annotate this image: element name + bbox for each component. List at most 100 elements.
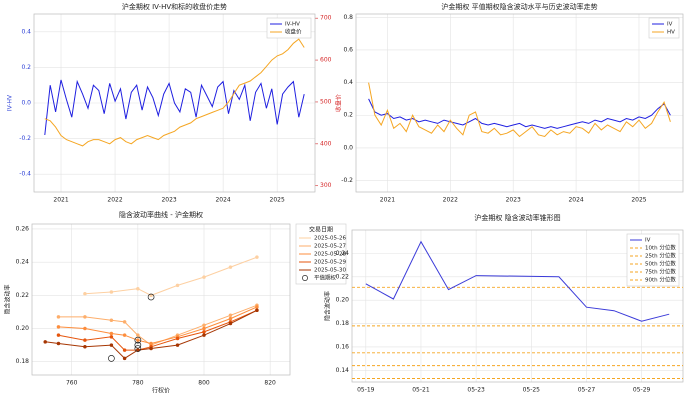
series-line bbox=[368, 98, 671, 129]
point-marker bbox=[149, 341, 153, 346]
point-marker bbox=[202, 330, 206, 334]
point-marker bbox=[122, 333, 127, 337]
y-tick-label: 0.20 bbox=[16, 325, 30, 332]
y-tick-label: 0.4 bbox=[343, 79, 353, 86]
legend-label: 收盘价 bbox=[285, 28, 302, 36]
point-marker bbox=[202, 323, 206, 327]
x-tick-label: 05-23 bbox=[467, 387, 485, 394]
legend-label: 2025-05-29 bbox=[314, 260, 346, 266]
point-marker bbox=[56, 315, 61, 319]
x-tick-label: 2025 bbox=[631, 197, 646, 204]
y-tick-label: 0.24 bbox=[16, 259, 30, 266]
plot-frame bbox=[31, 223, 291, 376]
legend-label: 2025-05-28 bbox=[314, 252, 346, 258]
point-marker bbox=[255, 305, 259, 309]
x-tick-label: 05-21 bbox=[412, 387, 430, 394]
y-tick-label: -0.2 bbox=[341, 177, 353, 184]
point-marker bbox=[56, 333, 61, 337]
x-tick-label: 05-19 bbox=[357, 387, 375, 394]
atm-marker bbox=[134, 345, 142, 352]
x-tick-label: 800 bbox=[198, 380, 210, 387]
legend-label: HV bbox=[667, 30, 675, 36]
point-marker bbox=[228, 321, 233, 326]
y2-axis-label: 收盘价 bbox=[335, 94, 343, 112]
plot-frame bbox=[33, 13, 316, 193]
x-tick-label: 780 bbox=[132, 380, 144, 387]
plot-frame bbox=[351, 229, 684, 383]
y-axis-label: IV-HV bbox=[7, 94, 14, 111]
point-marker bbox=[109, 290, 114, 294]
point-marker bbox=[175, 283, 180, 288]
point-marker bbox=[255, 255, 259, 259]
x-tick-label: 820 bbox=[264, 380, 276, 387]
x-tick-label: 2021 bbox=[380, 197, 395, 204]
point-marker bbox=[228, 313, 233, 318]
point-marker bbox=[43, 340, 47, 344]
y2-tick-label: 400 bbox=[320, 140, 332, 147]
point-marker bbox=[149, 346, 153, 351]
x-tick-label: 2021 bbox=[53, 197, 68, 204]
series-line bbox=[44, 79, 305, 136]
point-marker bbox=[122, 356, 127, 361]
y-tick-label: 0.2 bbox=[21, 64, 31, 71]
y-tick-label: 0.8 bbox=[343, 14, 353, 21]
x-tick-label: 2024 bbox=[568, 197, 583, 204]
y-tick-label: 0.24 bbox=[336, 250, 350, 257]
y-tick-label: -0.2 bbox=[19, 135, 31, 142]
y2-tick-label: 300 bbox=[320, 182, 332, 189]
plot-frame bbox=[355, 13, 684, 193]
point-marker bbox=[202, 333, 206, 337]
point-marker bbox=[56, 325, 61, 329]
y2-tick-label: 500 bbox=[320, 98, 332, 105]
point-marker bbox=[83, 315, 87, 319]
chart-title: 隐含波动率曲线 - 沪金期权 bbox=[119, 210, 203, 219]
legend: 交易日期 2025-05-26 2025-05-27 2025-05-28 2025-0… bbox=[295, 223, 346, 285]
legend-title: 交易日期 bbox=[309, 226, 333, 234]
chart-title: 沪金期权 隐含波动率锥形图 bbox=[474, 213, 560, 222]
y-tick-label: 0.6 bbox=[343, 46, 353, 53]
point-marker bbox=[83, 291, 87, 296]
legend-label: 2025-05-26 bbox=[314, 236, 346, 242]
x-tick-label: 2025 bbox=[270, 197, 285, 204]
legend-label: 2025-05-30 bbox=[314, 268, 346, 274]
legend-label: 10th 分位数 bbox=[645, 244, 676, 252]
series-line bbox=[58, 309, 258, 351]
legend-label: 50th 分位数 bbox=[645, 260, 676, 268]
x-axis-label: 行权价 bbox=[152, 387, 170, 395]
point-marker bbox=[109, 335, 114, 339]
point-marker bbox=[83, 338, 87, 342]
legend-label: IV bbox=[667, 22, 673, 28]
atm-marker bbox=[134, 336, 142, 344]
x-tick-label: 760 bbox=[66, 380, 78, 387]
y2-tick-label: 700 bbox=[320, 15, 332, 22]
y-tick-label: 0.14 bbox=[336, 367, 350, 374]
point-marker bbox=[109, 318, 114, 322]
x-tick-label: 05-29 bbox=[633, 387, 651, 394]
point-marker bbox=[175, 336, 180, 341]
x-tick-label: 2022 bbox=[443, 197, 458, 204]
point-marker bbox=[255, 308, 259, 313]
y-tick-label: 0.22 bbox=[336, 273, 350, 280]
y-tick-label: 0.16 bbox=[336, 343, 350, 350]
point-marker bbox=[83, 326, 87, 331]
point-marker bbox=[202, 275, 206, 279]
atm-marker bbox=[134, 341, 142, 349]
y-tick-label: 0.20 bbox=[336, 297, 350, 304]
point-marker bbox=[109, 331, 114, 336]
series-line bbox=[84, 256, 258, 296]
y-tick-label: 0.22 bbox=[16, 292, 30, 299]
y-tick-label: -0.4 bbox=[19, 171, 31, 178]
atm-marker bbox=[147, 293, 155, 301]
atm-marker bbox=[108, 355, 115, 362]
point-marker bbox=[109, 343, 114, 347]
legend-label: IV bbox=[645, 238, 651, 244]
point-marker bbox=[228, 265, 233, 269]
point-marker bbox=[136, 286, 140, 291]
point-marker bbox=[136, 333, 140, 337]
point-marker bbox=[175, 343, 180, 347]
series-line bbox=[365, 240, 670, 322]
chart-title: 沪金期权 IV-HV和标的收盘价走势 bbox=[122, 2, 227, 11]
series-line bbox=[58, 304, 258, 346]
